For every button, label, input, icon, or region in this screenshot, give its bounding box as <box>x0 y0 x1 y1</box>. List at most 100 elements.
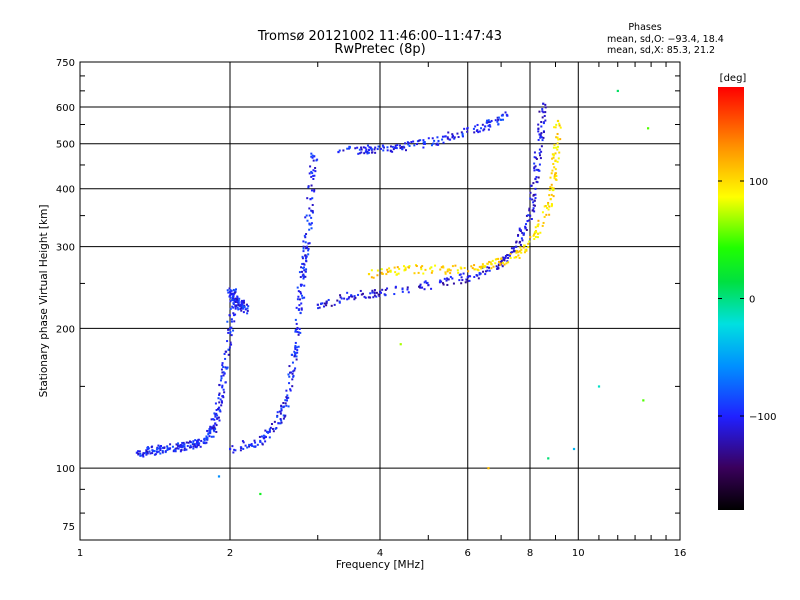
data-point <box>396 273 399 276</box>
data-point <box>272 430 275 433</box>
data-point <box>145 453 148 456</box>
data-point <box>300 307 303 310</box>
data-point <box>551 169 554 172</box>
data-point <box>291 378 294 381</box>
data-point <box>393 293 396 296</box>
data-point <box>137 450 140 453</box>
data-point <box>490 119 493 122</box>
data-point <box>550 203 553 206</box>
data-point <box>327 298 330 301</box>
data-point <box>306 197 309 200</box>
data-point <box>471 267 474 270</box>
data-point <box>227 353 230 356</box>
data-point <box>370 269 373 272</box>
data-point <box>143 452 146 455</box>
data-point <box>488 269 491 272</box>
data-point <box>218 409 221 412</box>
data-point <box>642 399 645 402</box>
data-point <box>394 271 397 274</box>
data-point <box>229 330 232 333</box>
data-point <box>554 152 557 155</box>
data-point <box>310 155 313 158</box>
data-point <box>146 446 149 449</box>
data-point <box>511 251 514 254</box>
data-point <box>552 146 555 149</box>
x-tick-label: 16 <box>674 548 687 559</box>
data-point <box>226 340 229 343</box>
data-point <box>310 170 313 173</box>
data-point <box>205 435 208 438</box>
data-point <box>307 186 310 189</box>
data-point <box>548 213 551 216</box>
data-point <box>282 401 285 404</box>
y-tick-label: 100 <box>56 464 75 475</box>
data-point <box>336 299 339 302</box>
data-point <box>311 211 314 214</box>
data-point <box>451 133 454 136</box>
data-point <box>295 322 298 325</box>
data-point <box>555 178 558 181</box>
data-point <box>187 441 190 444</box>
data-point <box>263 437 266 440</box>
data-point <box>531 209 534 212</box>
data-point <box>251 444 254 447</box>
colorbar-tick-label: 0 <box>749 295 755 306</box>
data-point <box>300 266 303 269</box>
data-point <box>350 294 353 297</box>
data-point <box>548 188 551 191</box>
data-point <box>480 127 483 130</box>
data-point <box>311 209 314 212</box>
data-point <box>268 429 271 432</box>
data-point <box>232 293 235 296</box>
data-point <box>541 224 544 227</box>
data-point <box>228 295 231 298</box>
data-point <box>368 296 371 299</box>
data-point <box>287 373 290 376</box>
data-point <box>180 448 183 451</box>
data-point <box>144 451 147 454</box>
y-tick-label: 750 <box>56 58 75 69</box>
data-point <box>183 445 186 448</box>
data-point <box>346 298 349 301</box>
data-point <box>216 417 219 420</box>
data-point <box>232 302 235 305</box>
data-point <box>441 138 444 141</box>
data-point <box>540 132 543 135</box>
data-point <box>296 330 299 333</box>
data-point <box>354 147 357 150</box>
data-point <box>285 404 288 407</box>
data-point <box>458 273 461 276</box>
data-point <box>298 298 301 301</box>
data-point <box>539 157 542 160</box>
data-point <box>159 452 162 455</box>
data-point <box>177 442 180 445</box>
data-point <box>556 160 559 163</box>
data-point <box>376 269 379 272</box>
data-point <box>484 125 487 128</box>
data-point <box>217 475 221 478</box>
colorbar <box>718 87 744 510</box>
data-point <box>305 233 308 236</box>
data-point <box>333 303 336 306</box>
data-point <box>389 145 392 148</box>
data-point <box>243 301 246 304</box>
data-point <box>250 443 253 446</box>
data-point <box>545 213 548 216</box>
data-point <box>422 146 425 149</box>
data-point <box>494 258 497 261</box>
data-point <box>221 362 224 365</box>
data-point <box>243 306 246 309</box>
data-point <box>302 262 305 265</box>
data-point <box>157 450 160 453</box>
data-point <box>439 268 442 271</box>
data-point <box>377 145 380 148</box>
data-point <box>271 427 274 430</box>
data-point <box>166 448 169 451</box>
data-point <box>515 256 518 259</box>
data-point <box>552 154 555 157</box>
data-point <box>449 272 452 275</box>
data-point <box>206 438 209 441</box>
data-point <box>316 158 319 161</box>
data-point <box>196 440 199 443</box>
data-point <box>438 281 441 284</box>
